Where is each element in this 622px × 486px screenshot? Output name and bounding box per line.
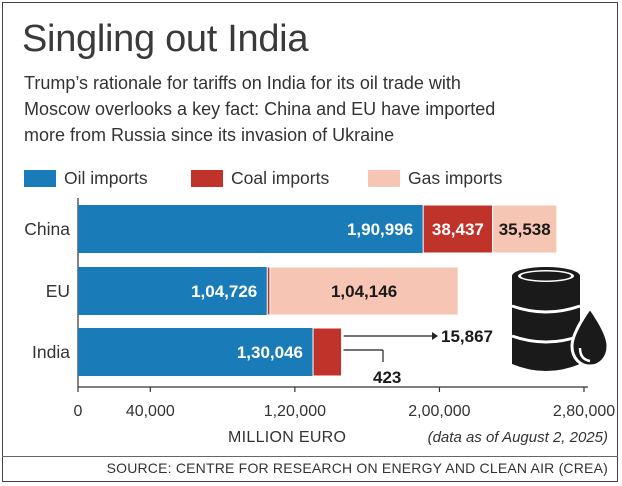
subtitle-line: Moscow overlooks a key fact: China and E… (24, 99, 496, 119)
x-tick-label: 40,000 (126, 403, 175, 420)
bar-segment (492, 204, 558, 254)
legend-label-oil: Oil imports (64, 168, 148, 188)
data-label: 1,04,726 (191, 282, 257, 301)
x-tick-label: 2,80,000 (553, 403, 615, 420)
chart-subtitle: Trump’s rationale for tariffs on India f… (24, 70, 604, 148)
data-label: 38,437 (432, 220, 484, 239)
data-date-note: (data as of August 2, 2025) (427, 429, 608, 446)
data-label: 1,04,146 (331, 282, 397, 301)
bar-segment (422, 204, 494, 254)
bar-segment (78, 328, 314, 376)
chart-title: Singling out India (22, 18, 309, 60)
x-tick-label: 1,20,000 (264, 403, 326, 420)
bar-segment (78, 267, 268, 315)
bar-segment (78, 205, 424, 253)
legend-swatch-oil (24, 170, 56, 187)
legend-label-gas: Gas imports (408, 168, 503, 188)
legend-label-coal: Coal imports (231, 168, 330, 188)
leader-arrow (432, 332, 438, 340)
data-label: 1,90,996 (347, 220, 413, 239)
data-label: 1,30,046 (237, 343, 303, 362)
data-label: 35,538 (499, 220, 551, 239)
x-axis-label: MILLION EURO (228, 429, 347, 446)
footer-divider (2, 456, 618, 457)
category-label: EU (46, 281, 70, 301)
bar-segment (269, 266, 459, 316)
x-tick-label: 2,00,000 (408, 403, 470, 420)
subtitle-line: Trump’s rationale for tariffs on India f… (24, 73, 461, 93)
bar-segment (312, 327, 343, 377)
data-label: 423 (373, 368, 401, 387)
source-credit: SOURCE: CENTRE FOR RESEARCH ON ENERGY AN… (106, 460, 608, 476)
data-label: 15,867 (441, 327, 493, 346)
x-tick-label: 0 (74, 403, 83, 420)
bar-segment (341, 327, 343, 377)
category-label: China (24, 219, 70, 239)
category-label: India (32, 342, 70, 362)
oil-barrel-icon (511, 267, 610, 371)
legend-swatch-gas (368, 170, 400, 187)
legend-swatch-coal (191, 170, 223, 187)
subtitle-line: more from Russia since its invasion of U… (24, 125, 395, 145)
